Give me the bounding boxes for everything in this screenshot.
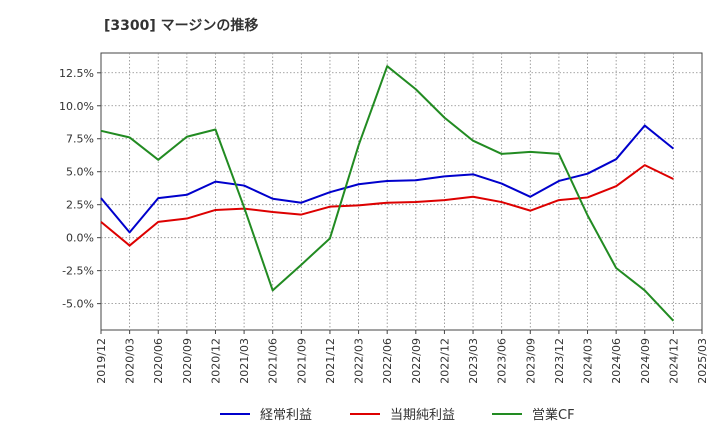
x-tick-label: 2021/06 (267, 338, 280, 384)
legend-label: 経常利益 (260, 408, 312, 423)
y-tick-label: -2.5% (62, 265, 94, 278)
y-axis-ticks: 12.5% 10.0% 7.5% 5.0% 2.5% 0.0% -2.5% -5.0% (59, 67, 101, 311)
x-tick-label: 2020/03 (124, 338, 137, 384)
x-tick-label: 2020/12 (209, 338, 222, 384)
x-tick-label: 2025/03 (696, 338, 709, 384)
y-tick-label: 2.5% (66, 199, 94, 212)
x-tick-label: 2020/06 (152, 338, 165, 384)
series-line (100, 65, 675, 322)
x-tick-label: 2021/12 (324, 338, 337, 384)
y-tick-label: 12.5% (59, 67, 94, 80)
series-lines (100, 65, 675, 322)
x-tick-label: 2023/09 (524, 338, 537, 384)
x-tick-label: 2022/12 (438, 338, 451, 384)
x-tick-label: 2021/09 (295, 338, 308, 384)
y-tick-label: -5.0% (62, 298, 94, 311)
y-tick-label: 7.5% (66, 133, 94, 146)
x-tick-label: 2024/06 (610, 338, 623, 384)
y-tick-label: 0.0% (66, 232, 94, 245)
grid-lines (101, 53, 702, 330)
x-tick-label: 2022/09 (410, 338, 423, 384)
x-tick-label: 2024/12 (667, 338, 680, 384)
x-tick-label: 2023/12 (553, 338, 566, 384)
chart-title: [3300] マージンの推移 (104, 17, 258, 34)
y-tick-label: 10.0% (59, 100, 94, 113)
x-tick-label: 2023/06 (496, 338, 509, 384)
x-tick-label: 2021/03 (238, 338, 251, 384)
legend: 経常利益 当期純利益 営業CF (220, 407, 575, 423)
x-tick-label: 2022/06 (381, 338, 394, 384)
x-tick-label: 2019/12 (95, 338, 108, 384)
x-tick-label: 2023/03 (467, 338, 480, 384)
series-line (100, 124, 675, 234)
legend-label: 営業CF (532, 407, 575, 423)
y-tick-label: 5.0% (66, 166, 94, 179)
series-line (100, 164, 674, 247)
x-tick-label: 2022/03 (353, 338, 366, 384)
plot-area (100, 52, 703, 331)
legend-label: 当期純利益 (390, 408, 455, 423)
x-tick-label: 2024/09 (639, 338, 652, 384)
x-axis-ticks: 2019/12 2020/03 2020/06 2020/09 2020/12 2021/… (95, 330, 709, 384)
x-tick-label: 2024/03 (582, 338, 595, 384)
x-tick-label: 2020/09 (181, 338, 194, 384)
